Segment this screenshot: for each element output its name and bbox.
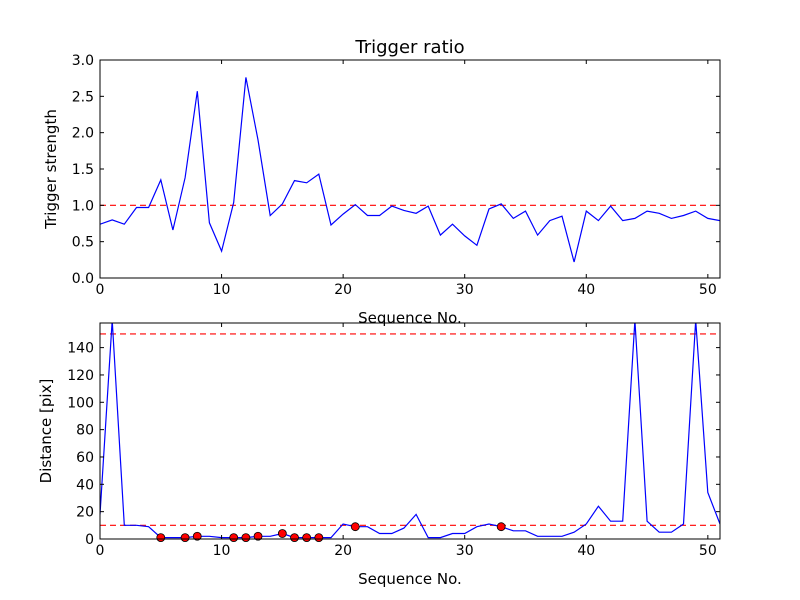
- bottom-marker-point-7: [290, 533, 299, 543]
- bottom-marker-point-2: [192, 531, 202, 541]
- top-x-tick-label-0: 0: [96, 282, 105, 298]
- bottom-y-tick-label-7: 140: [67, 341, 94, 357]
- bottom-marker-point-10: [350, 522, 360, 532]
- top-y-axis-label: Trigger strength: [42, 109, 60, 230]
- bottom-series-line-0: [100, 323, 720, 539]
- bottom-y-axis-label: Distance [pix]: [37, 379, 55, 484]
- bottom-panel-distance: Sequence No. Distance [pix] 0 10 20 30 40 50 0…: [37, 322, 721, 588]
- top-x-tick-label-2: 20: [334, 282, 352, 298]
- top-y-tick-label-1: 0.5: [72, 235, 94, 251]
- bottom-x-tick-label-4: 40: [577, 543, 595, 559]
- top-series-line-0: [100, 77, 720, 263]
- bottom-y-tick-label-2: 40: [76, 477, 94, 493]
- bottom-y-tick-label-4: 80: [76, 423, 94, 439]
- bottom-x-tick-label-1: 10: [213, 543, 231, 559]
- bottom-x-tick-label-3: 30: [456, 543, 474, 559]
- top-x-tick-label-3: 30: [456, 282, 474, 298]
- bottom-y-tick-label-0: 0: [85, 532, 94, 548]
- top-y-tick-label-0: 0.0: [72, 271, 94, 287]
- bottom-marker-point-3: [229, 533, 239, 543]
- bottom-marker-point-8: [302, 533, 312, 543]
- bottom-x-tick-label-2: 20: [334, 543, 352, 559]
- bottom-marker-point-11: [496, 522, 506, 532]
- bottom-marker-point-4: [241, 533, 251, 543]
- top-y-tick-label-6: 3.0: [72, 53, 94, 69]
- top-x-tick-label-5: 50: [699, 282, 717, 298]
- bottom-y-tick-label-3: 60: [76, 450, 94, 466]
- bottom-y-tick-label-1: 20: [76, 505, 94, 521]
- top-y-tick-label-2: 1.0: [72, 198, 94, 214]
- bottom-marker-point-9: [314, 533, 324, 543]
- bottom-x-tick-label-0: 0: [96, 543, 105, 559]
- top-x-tick-label-1: 10: [213, 282, 231, 298]
- top-y-tick-label-3: 1.5: [72, 162, 94, 178]
- bottom-marker-point-1: [180, 533, 190, 543]
- bottom-marker-point-5: [253, 531, 263, 541]
- top-y-tick-label-4: 2.0: [72, 126, 94, 142]
- bottom-marker-point-6: [277, 529, 287, 538]
- bottom-marker-point-0: [156, 533, 166, 543]
- bottom-x-axis-label: Sequence No.: [358, 570, 462, 588]
- top-x-tick-label-4: 40: [577, 282, 595, 298]
- bottom-y-tick-label-6: 120: [67, 368, 94, 384]
- top-y-tick-label-5: 2.5: [72, 89, 94, 105]
- bottom-axes-frame: [99, 322, 721, 540]
- bottom-x-tick-label-5: 50: [699, 543, 717, 559]
- chart-title: Trigger ratio: [354, 37, 464, 58]
- top-x-axis-label: Sequence No.: [358, 309, 462, 327]
- top-panel-trigger-strength: Sequence No. Trigger strength 0 10 20 30 40 5…: [42, 53, 721, 327]
- bottom-y-tick-label-5: 100: [67, 395, 94, 411]
